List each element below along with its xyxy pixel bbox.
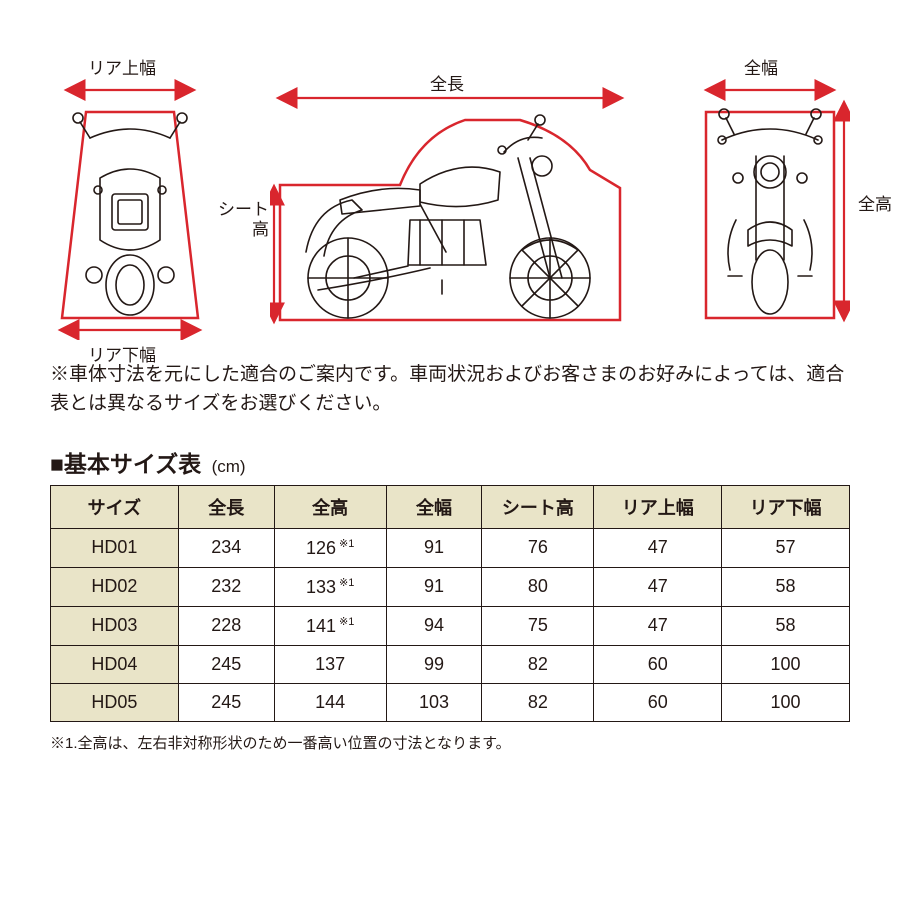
value-cell: 144 — [274, 683, 386, 721]
value-cell: 100 — [722, 683, 850, 721]
value-cell: 100 — [722, 645, 850, 683]
value-cell: 47 — [594, 567, 722, 606]
side-view-svg — [270, 80, 630, 340]
size-cell: HD01 — [51, 528, 179, 567]
value-cell: 228 — [178, 606, 274, 645]
size-table-header-cell: シート高 — [482, 485, 594, 528]
diagram-side-view: 全長 シート 高 — [270, 80, 630, 340]
footnote-marker: ※1 — [339, 616, 354, 628]
size-table-header-row: サイズ全長全高全幅シート高リア上幅リア下幅 — [51, 485, 850, 528]
value-cell: 126※1 — [274, 528, 386, 567]
size-cell: HD03 — [51, 606, 179, 645]
value-cell: 82 — [482, 683, 594, 721]
value-cell: 232 — [178, 567, 274, 606]
diagram-rear-view: リア上幅 リア下幅 — [50, 60, 210, 340]
value-cell: 234 — [178, 528, 274, 567]
value-cell: 47 — [594, 528, 722, 567]
footnote-marker: ※1 — [339, 577, 354, 589]
value-cell: 47 — [594, 606, 722, 645]
label-overall-width: 全幅 — [744, 54, 778, 79]
value-cell: 60 — [594, 683, 722, 721]
label-overall-height: 全高 — [858, 190, 892, 215]
table-row: HD04245137998260100 — [51, 645, 850, 683]
value-cell: 137 — [274, 645, 386, 683]
table-row: HD052451441038260100 — [51, 683, 850, 721]
label-seat-height: シート 高 — [218, 200, 269, 241]
value-cell: 80 — [482, 567, 594, 606]
value-cell: 76 — [482, 528, 594, 567]
heading-unit: (cm) — [212, 457, 246, 476]
size-table-header-cell: サイズ — [51, 485, 179, 528]
size-cell: HD05 — [51, 683, 179, 721]
value-cell: 133※1 — [274, 567, 386, 606]
value-cell: 141※1 — [274, 606, 386, 645]
heading-text: 基本サイズ表 — [64, 451, 201, 477]
value-cell: 91 — [386, 567, 482, 606]
value-cell: 94 — [386, 606, 482, 645]
diagram-front-view: 全幅 全高 — [690, 60, 850, 340]
value-cell: 91 — [386, 528, 482, 567]
label-rear-top-width: リア上幅 — [88, 54, 156, 79]
dimension-diagrams: リア上幅 リア下幅 — [50, 40, 850, 340]
size-table-heading: ■基本サイズ表 (cm) — [50, 445, 850, 479]
value-cell: 57 — [722, 528, 850, 567]
table-row: HD01234126※191764757 — [51, 528, 850, 567]
size-table-header-cell: リア上幅 — [594, 485, 722, 528]
value-cell: 99 — [386, 645, 482, 683]
value-cell: 103 — [386, 683, 482, 721]
rear-view-svg — [50, 60, 210, 340]
value-cell: 82 — [482, 645, 594, 683]
size-table-header-cell: リア下幅 — [722, 485, 850, 528]
label-rear-bottom-width: リア下幅 — [88, 341, 156, 366]
label-overall-length: 全長 — [430, 70, 464, 95]
value-cell: 245 — [178, 683, 274, 721]
size-table-header-cell: 全長 — [178, 485, 274, 528]
value-cell: 60 — [594, 645, 722, 683]
size-table-header-cell: 全高 — [274, 485, 386, 528]
table-row: HD02232133※191804758 — [51, 567, 850, 606]
front-view-svg — [690, 60, 850, 340]
size-table-header-cell: 全幅 — [386, 485, 482, 528]
footnote-text: ※1.全高は、左右非対称形状のため一番高い位置の寸法となります。 — [50, 732, 850, 753]
size-table-body: HD01234126※191764757HD02232133※191804758… — [51, 528, 850, 721]
value-cell: 75 — [482, 606, 594, 645]
size-table: サイズ全長全高全幅シート高リア上幅リア下幅 HD01234126※1917647… — [50, 485, 850, 722]
size-cell: HD02 — [51, 567, 179, 606]
value-cell: 58 — [722, 567, 850, 606]
disclaimer-text: ※車体寸法を元にした適合のご案内です。車両状況およびお客さまのお好みによっては、… — [50, 360, 850, 419]
size-cell: HD04 — [51, 645, 179, 683]
heading-prefix: ■ — [50, 451, 64, 477]
value-cell: 58 — [722, 606, 850, 645]
footnote-marker: ※1 — [339, 538, 354, 550]
value-cell: 245 — [178, 645, 274, 683]
table-row: HD03228141※194754758 — [51, 606, 850, 645]
